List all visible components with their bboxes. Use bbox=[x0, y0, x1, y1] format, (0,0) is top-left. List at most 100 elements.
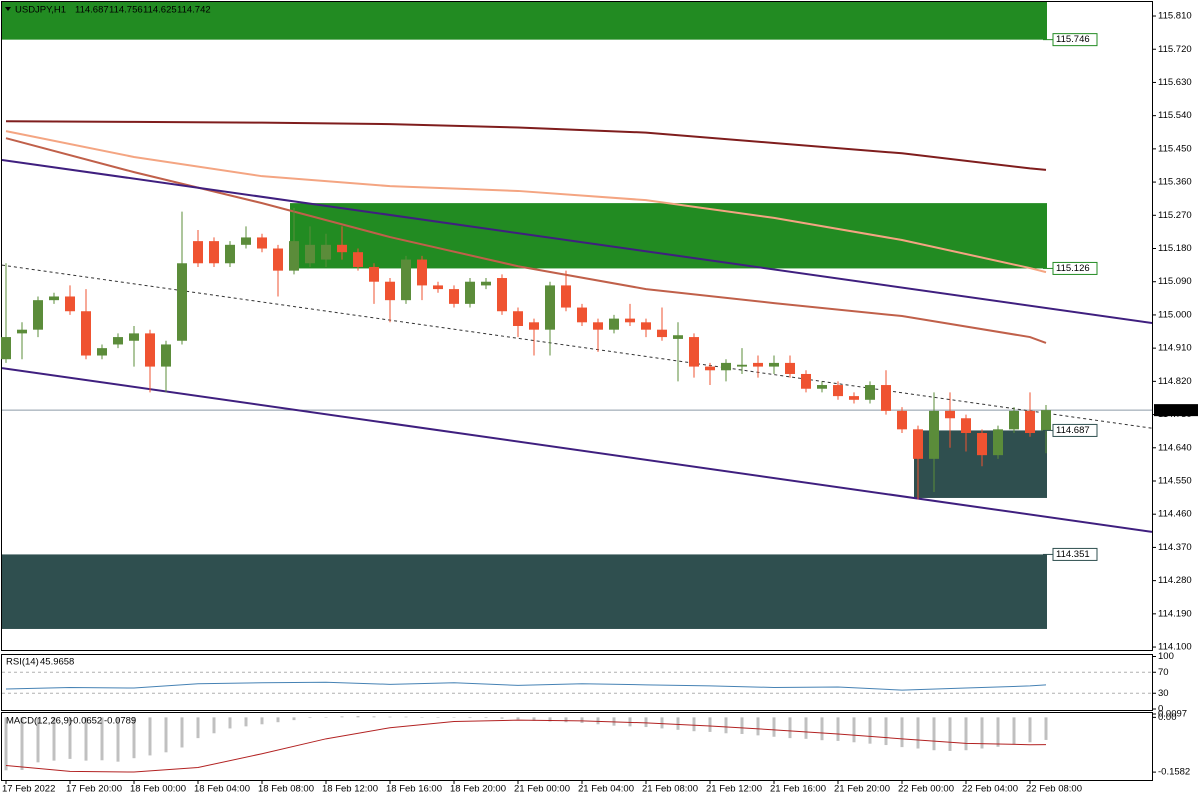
lines-layer bbox=[2, 120, 1152, 533]
candle-body bbox=[561, 285, 571, 308]
candle-body bbox=[737, 364, 747, 367]
candle-body bbox=[193, 241, 203, 264]
macd-bar bbox=[420, 717, 424, 718]
macd-bar bbox=[532, 717, 536, 721]
x-tick-label: 17 Feb 20:00 bbox=[66, 784, 122, 795]
candle-body bbox=[961, 418, 971, 434]
macd-bar bbox=[708, 717, 712, 732]
macd-bar bbox=[1012, 717, 1016, 745]
candle-body bbox=[241, 237, 251, 245]
macd-bar bbox=[580, 717, 584, 723]
macd-title: MACD(12,26,9) bbox=[6, 716, 72, 727]
macd-bar bbox=[180, 717, 184, 748]
zone-label: 114.687 bbox=[1056, 425, 1090, 436]
candle-body bbox=[177, 263, 187, 341]
macd-bar bbox=[100, 717, 104, 761]
macd-bar bbox=[196, 717, 200, 739]
candle-body bbox=[17, 329, 27, 334]
macd-bar bbox=[916, 717, 920, 749]
candle-body bbox=[785, 362, 795, 374]
macd-bar bbox=[276, 717, 280, 723]
candle-body bbox=[289, 241, 299, 271]
candle-body bbox=[337, 244, 347, 253]
y-tick-label: 114.100 bbox=[1158, 642, 1192, 653]
y-tick-label: 114.820 bbox=[1158, 376, 1192, 387]
candle-body bbox=[65, 296, 75, 312]
candle-body bbox=[577, 307, 587, 323]
rsi-panel-frame bbox=[1, 654, 1153, 711]
macd-bar bbox=[900, 717, 904, 748]
header-open: 114.687 bbox=[75, 5, 109, 16]
macd-bar bbox=[596, 717, 600, 725]
candle-body bbox=[721, 362, 731, 371]
macd-bar bbox=[980, 717, 984, 749]
candle-body bbox=[673, 335, 683, 339]
macd-bar bbox=[548, 717, 552, 722]
macd-bar bbox=[116, 717, 120, 762]
macd-bar bbox=[436, 717, 440, 718]
candle-body bbox=[1041, 410, 1051, 431]
zone bbox=[2, 2, 1047, 40]
macd-bar bbox=[772, 717, 776, 737]
macd-bar bbox=[52, 717, 56, 761]
y-tick-label: 115.360 bbox=[1158, 177, 1192, 188]
rsi-value: 45.9658 bbox=[40, 657, 74, 668]
candle-body bbox=[929, 410, 939, 459]
candle-body bbox=[689, 337, 699, 367]
indicator-layer bbox=[2, 671, 1152, 773]
candle-body bbox=[305, 244, 315, 264]
main-panel-frame bbox=[1, 1, 1153, 651]
y-tick-label: 100 bbox=[1158, 651, 1174, 662]
x-tick-label: 21 Feb 12:00 bbox=[706, 784, 762, 795]
macd-bar bbox=[244, 717, 248, 727]
zone-label: 114.351 bbox=[1056, 549, 1090, 560]
indicator-line bbox=[2, 158, 1152, 325]
candle-body bbox=[369, 266, 379, 282]
macd-bar bbox=[4, 717, 8, 771]
candle-body bbox=[753, 362, 763, 367]
y-tick-label: 114.550 bbox=[1158, 476, 1192, 487]
candle-body bbox=[129, 333, 139, 341]
candle-body bbox=[257, 237, 267, 249]
x-tick-label: 21 Feb 16:00 bbox=[770, 784, 826, 795]
y-tick-label: 0.00 bbox=[1158, 712, 1177, 723]
candle-body bbox=[625, 318, 635, 323]
candle-body bbox=[1, 337, 11, 360]
macd-bar bbox=[836, 717, 840, 741]
candle-body bbox=[657, 329, 667, 338]
symbol-title: USDJPY,H1 bbox=[15, 5, 66, 16]
macd-bar bbox=[932, 717, 936, 751]
x-tick-label: 18 Feb 00:00 bbox=[130, 784, 186, 795]
candle-body bbox=[33, 300, 43, 330]
macd-bar bbox=[452, 717, 456, 718]
y-tick-label: 115.450 bbox=[1158, 143, 1192, 154]
zone bbox=[2, 554, 1047, 629]
zone-label: 115.746 bbox=[1056, 34, 1090, 45]
macd-bar bbox=[292, 717, 296, 721]
macd-bar bbox=[948, 717, 952, 751]
zone bbox=[290, 203, 1047, 269]
macd-bar bbox=[36, 717, 40, 763]
zone-label: 115.126 bbox=[1056, 263, 1090, 274]
candles-layer bbox=[1, 207, 1051, 500]
macd-bar bbox=[692, 717, 696, 732]
candle-body bbox=[225, 244, 235, 264]
y-tick-label: 114.190 bbox=[1158, 608, 1192, 619]
y-tick-label: 70 bbox=[1158, 667, 1169, 678]
macd-signal-line bbox=[5, 719, 1047, 773]
macd-bar bbox=[340, 716, 344, 718]
candle-body bbox=[161, 344, 171, 367]
macd-bar bbox=[404, 716, 408, 718]
candle-body bbox=[801, 373, 811, 389]
macd-bar bbox=[500, 717, 504, 719]
header-close: 114.742 bbox=[177, 5, 211, 16]
macd-bar bbox=[356, 715, 360, 718]
macd-bar bbox=[164, 717, 168, 753]
candle-body bbox=[705, 366, 715, 371]
y-tick-label: 114.370 bbox=[1158, 542, 1192, 553]
x-tick-label: 18 Feb 16:00 bbox=[386, 784, 442, 795]
macd-bar bbox=[212, 717, 216, 734]
y-tick-label: 114.640 bbox=[1158, 442, 1192, 453]
